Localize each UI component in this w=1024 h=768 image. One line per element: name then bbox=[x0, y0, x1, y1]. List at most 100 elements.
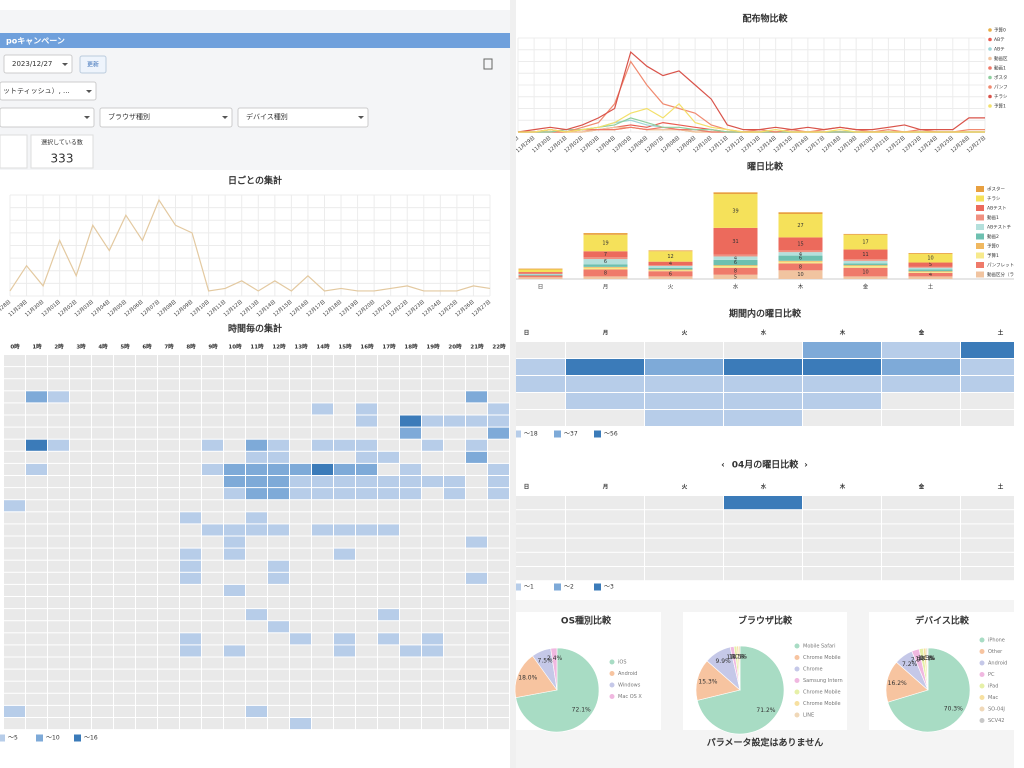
slice-label: 71.2% bbox=[756, 707, 775, 714]
heat-cell bbox=[466, 609, 487, 621]
slice-label: 0.3% bbox=[920, 655, 936, 662]
heat-cell bbox=[158, 584, 179, 596]
heat-cell bbox=[961, 496, 1014, 510]
heat-cell bbox=[246, 621, 267, 633]
heat-cell bbox=[92, 512, 113, 524]
heat-cell bbox=[92, 500, 113, 512]
heat-cell bbox=[466, 427, 487, 439]
heat-cell bbox=[466, 705, 487, 717]
legend-swatch bbox=[988, 104, 992, 108]
heat-cell bbox=[356, 718, 377, 730]
heat-cell bbox=[444, 584, 465, 596]
heat-cell bbox=[26, 451, 47, 463]
heat-cell bbox=[334, 681, 355, 693]
item-filter[interactable] bbox=[0, 81, 97, 101]
column-label: 1時 bbox=[32, 343, 42, 351]
heat-cell bbox=[566, 496, 644, 510]
heat-cell bbox=[400, 367, 421, 379]
slice-label: 1.6% bbox=[915, 655, 931, 662]
bar-segment bbox=[778, 261, 823, 264]
heat-cell bbox=[136, 512, 157, 524]
heat-cell bbox=[224, 367, 245, 379]
heat-cell bbox=[70, 560, 91, 572]
heat-cell bbox=[246, 476, 267, 488]
slice-label: 7.2% bbox=[902, 661, 918, 668]
heat-cell bbox=[334, 500, 355, 512]
heat-cell bbox=[246, 705, 267, 717]
heat-cell bbox=[882, 342, 960, 358]
heat-cell bbox=[422, 705, 443, 717]
heat-cell bbox=[180, 415, 201, 427]
next-month[interactable]: › bbox=[804, 461, 808, 471]
heat-cell bbox=[180, 548, 201, 560]
heat-cell bbox=[466, 548, 487, 560]
bar-segment bbox=[713, 256, 758, 260]
heat-cell bbox=[268, 560, 289, 572]
heat-cell bbox=[48, 669, 69, 681]
heat-cell bbox=[516, 552, 565, 566]
heat-cell bbox=[26, 524, 47, 536]
heat-cell bbox=[4, 718, 25, 730]
device-select[interactable] bbox=[237, 107, 369, 128]
heat-cell bbox=[224, 524, 245, 536]
heat-cell bbox=[180, 669, 201, 681]
legend-swatch bbox=[36, 734, 43, 742]
chart-title: 曜日比較 bbox=[747, 161, 784, 173]
heat-cell bbox=[70, 451, 91, 463]
heat-cell bbox=[92, 536, 113, 548]
heat-cell bbox=[224, 560, 245, 572]
legend-label: 〜1 bbox=[524, 584, 534, 591]
heat-cell bbox=[114, 463, 135, 475]
heat-cell bbox=[400, 669, 421, 681]
data-label: 4 bbox=[734, 256, 737, 262]
legend-label: iOS bbox=[618, 660, 627, 666]
prev-month[interactable]: ‹ bbox=[721, 461, 725, 471]
heat-cell bbox=[488, 584, 509, 596]
data-label: 12 bbox=[667, 254, 673, 260]
slice-label: 7.5% bbox=[538, 657, 554, 664]
bar-segment bbox=[908, 272, 953, 277]
heat-cell bbox=[356, 500, 377, 512]
heat-cell bbox=[290, 439, 311, 451]
export-icon[interactable] bbox=[483, 58, 493, 70]
legend-label: チラシ bbox=[987, 196, 1001, 202]
heat-cell bbox=[48, 355, 69, 367]
heat-cell bbox=[488, 512, 509, 524]
legend-swatch bbox=[794, 701, 800, 706]
date-select[interactable] bbox=[3, 54, 73, 74]
heat-cell bbox=[268, 427, 289, 439]
heat-cell bbox=[378, 427, 399, 439]
heat-cell bbox=[114, 560, 135, 572]
heat-cell bbox=[246, 584, 267, 596]
browser-select[interactable] bbox=[99, 107, 233, 128]
heat-cell bbox=[136, 657, 157, 669]
legend-label: 〜3 bbox=[604, 584, 614, 591]
heat-cell bbox=[114, 718, 135, 730]
os-select[interactable] bbox=[0, 107, 95, 128]
heat-cell bbox=[180, 463, 201, 475]
heat-cell bbox=[488, 669, 509, 681]
heat-cell bbox=[566, 567, 644, 581]
bar-segment bbox=[843, 266, 888, 268]
legend-label: iPhone bbox=[988, 638, 1005, 644]
heat-cell bbox=[114, 705, 135, 717]
heat-cell bbox=[114, 427, 135, 439]
heat-cell bbox=[136, 536, 157, 548]
heat-cell bbox=[400, 536, 421, 548]
heat-cell bbox=[356, 645, 377, 657]
legend-swatch bbox=[516, 583, 521, 591]
heat-cell bbox=[92, 476, 113, 488]
legend-label: Windows bbox=[618, 683, 641, 689]
heat-cell bbox=[136, 584, 157, 596]
heat-cell bbox=[70, 548, 91, 560]
heat-cell bbox=[882, 510, 960, 524]
data-label: 6 bbox=[604, 259, 607, 265]
heat-cell bbox=[48, 367, 69, 379]
heat-cell bbox=[246, 512, 267, 524]
heat-cell bbox=[488, 524, 509, 536]
update-button[interactable] bbox=[79, 55, 107, 74]
heat-cell bbox=[488, 572, 509, 584]
heat-cell bbox=[48, 439, 69, 451]
heat-cell bbox=[356, 524, 377, 536]
